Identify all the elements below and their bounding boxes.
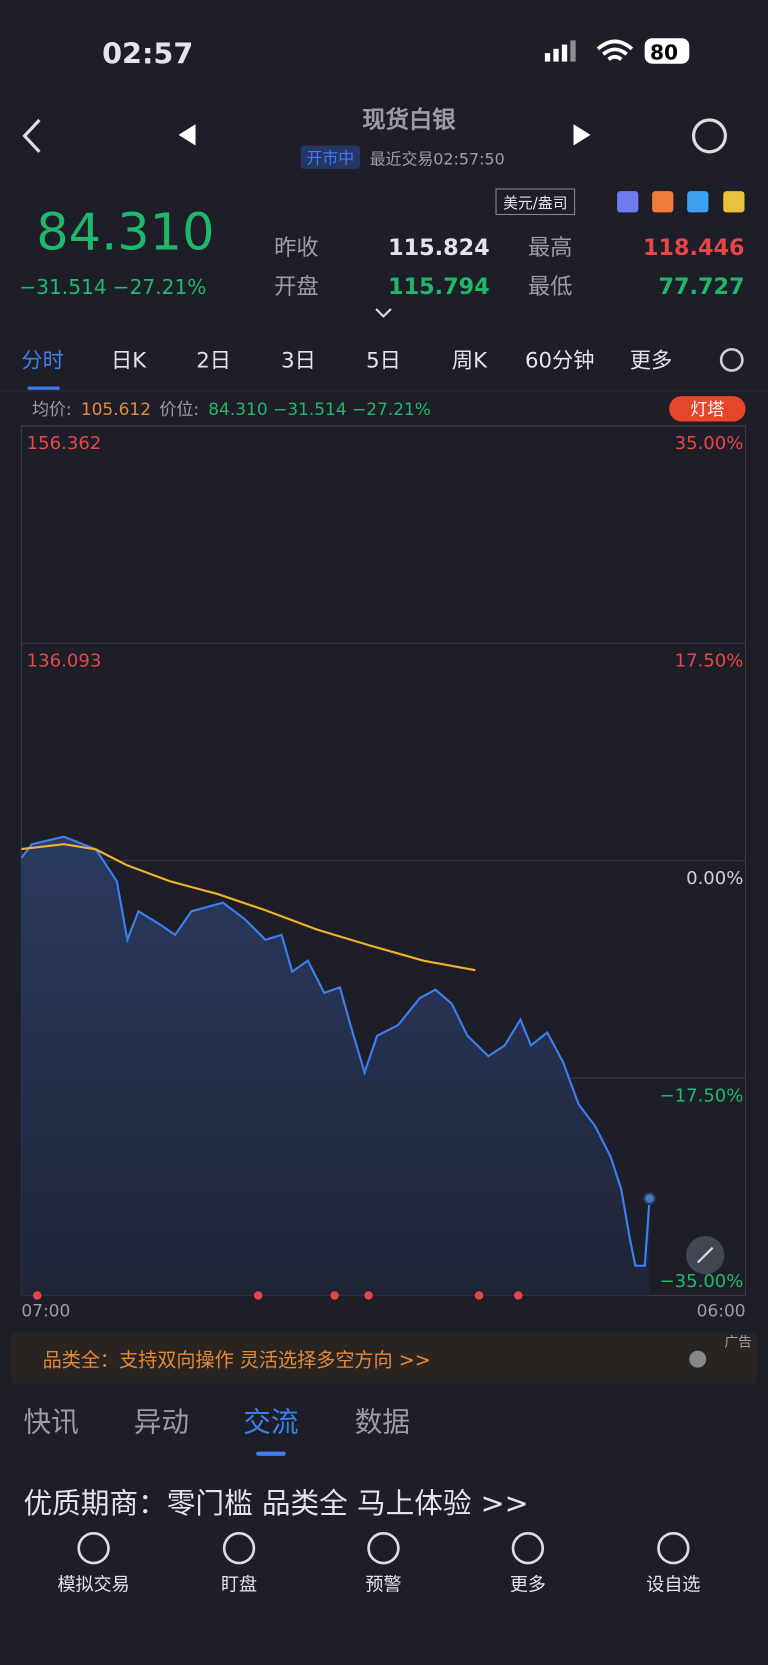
fullscreen-icon xyxy=(697,1246,714,1264)
stat-label: 最低 xyxy=(528,274,573,300)
stat-value: 118.446 xyxy=(643,235,744,261)
settings[interactable] xyxy=(719,348,744,372)
nav-label[interactable]: 设自选 xyxy=(646,1575,700,1596)
avg-line xyxy=(21,843,476,972)
event-markers xyxy=(33,1291,523,1300)
avg-label: 均价: xyxy=(32,400,72,420)
y2-tick-label: 17.50% xyxy=(675,651,744,672)
news-indicator xyxy=(256,1451,286,1456)
price-label: 价位: xyxy=(159,400,199,420)
signal xyxy=(544,40,576,62)
y-tick-label: 156.362 xyxy=(27,433,102,454)
market-status: 开市中 xyxy=(307,149,355,168)
nav-icon[interactable] xyxy=(77,1532,110,1565)
change-pct: −27.21% xyxy=(113,275,207,299)
badge-text: 灯塔 xyxy=(690,400,724,420)
back-button[interactable] xyxy=(22,118,41,153)
tool-icons[interactable] xyxy=(617,191,745,213)
status-badge xyxy=(300,145,361,169)
nav-label[interactable]: 盯盘 xyxy=(221,1575,257,1596)
nav-icon[interactable] xyxy=(657,1532,690,1565)
ad-tag: 广告 xyxy=(724,1334,752,1350)
period-tab[interactable]: 周K xyxy=(452,348,488,373)
promo[interactable]: 优质期商：零门槛 品类全 马上体验 >> xyxy=(23,1486,528,1520)
x-tick-label: 07:00 xyxy=(21,1302,70,1322)
stat-value: 115.794 xyxy=(388,274,489,300)
ad-text: 品类全：支持双向操作 灵活选择多空方向 >> xyxy=(43,1349,431,1372)
price-line xyxy=(20,835,651,1267)
period-tab[interactable]: 2日 xyxy=(196,348,231,373)
period-tab[interactable]: 3日 xyxy=(281,348,316,373)
stat-label: 最高 xyxy=(528,235,573,261)
last-trade: 最近交易02:57:50 xyxy=(370,150,505,169)
avg-value: 105.612 xyxy=(81,400,151,420)
y2-tick-label: −17.50% xyxy=(660,1085,744,1106)
price: 84.310 xyxy=(36,204,214,263)
change: −31.514 xyxy=(19,275,106,299)
badge[interactable] xyxy=(669,396,746,422)
unit: 美元/盎司 xyxy=(503,194,567,212)
ad-banner[interactable] xyxy=(10,1332,758,1384)
price-area xyxy=(21,836,650,1296)
news-tab[interactable]: 异动 xyxy=(134,1405,189,1438)
nav-icon[interactable] xyxy=(511,1532,545,1565)
stat-value: 115.824 xyxy=(388,235,489,261)
y2-tick-label: −35.00% xyxy=(660,1271,744,1292)
y2-tick-label: 35.00% xyxy=(675,433,744,454)
wifi xyxy=(596,39,634,61)
refresh-button[interactable] xyxy=(691,118,727,154)
period-tab[interactable]: 更多 xyxy=(630,348,672,373)
bottom-bar xyxy=(0,1518,768,1665)
news-tab[interactable]: 交流 xyxy=(243,1405,298,1438)
x-tick-label: 06:00 xyxy=(697,1302,746,1322)
y2-tick-label: 0.00% xyxy=(686,868,743,889)
period-tab[interactable]: 5日 xyxy=(366,348,401,373)
stat-label: 昨收 xyxy=(274,235,319,261)
nav-label[interactable]: 更多 xyxy=(510,1575,546,1596)
tab-indicator xyxy=(27,386,60,390)
news-tab[interactable]: 数据 xyxy=(355,1405,410,1438)
last-point xyxy=(643,1192,656,1206)
prev-button[interactable] xyxy=(178,124,196,146)
unit-box[interactable] xyxy=(495,188,576,216)
stat-label: 开盘 xyxy=(274,274,319,300)
nav-icon[interactable] xyxy=(367,1532,400,1565)
nav-label[interactable]: 预警 xyxy=(365,1575,401,1596)
clock: 02:57 xyxy=(102,37,193,71)
period-tab[interactable]: 60分钟 xyxy=(525,348,594,373)
ad-close[interactable] xyxy=(689,1350,707,1368)
battery-level: 80 xyxy=(650,40,678,64)
period-tab[interactable]: 分时 xyxy=(21,348,63,373)
expand[interactable] xyxy=(375,308,392,318)
period-tab[interactable]: 日K xyxy=(111,348,147,373)
nav-label[interactable]: 模拟交易 xyxy=(57,1575,129,1596)
news-tab[interactable]: 快讯 xyxy=(24,1405,79,1438)
nav-icon[interactable] xyxy=(222,1532,256,1565)
stat-value: 77.727 xyxy=(659,274,745,300)
price-value: 84.310 −31.514 −27.21% xyxy=(208,400,431,420)
next-button[interactable] xyxy=(573,124,591,146)
y-tick-label: 136.093 xyxy=(27,651,102,672)
battery xyxy=(644,38,690,64)
title: 现货白银 xyxy=(362,105,456,133)
